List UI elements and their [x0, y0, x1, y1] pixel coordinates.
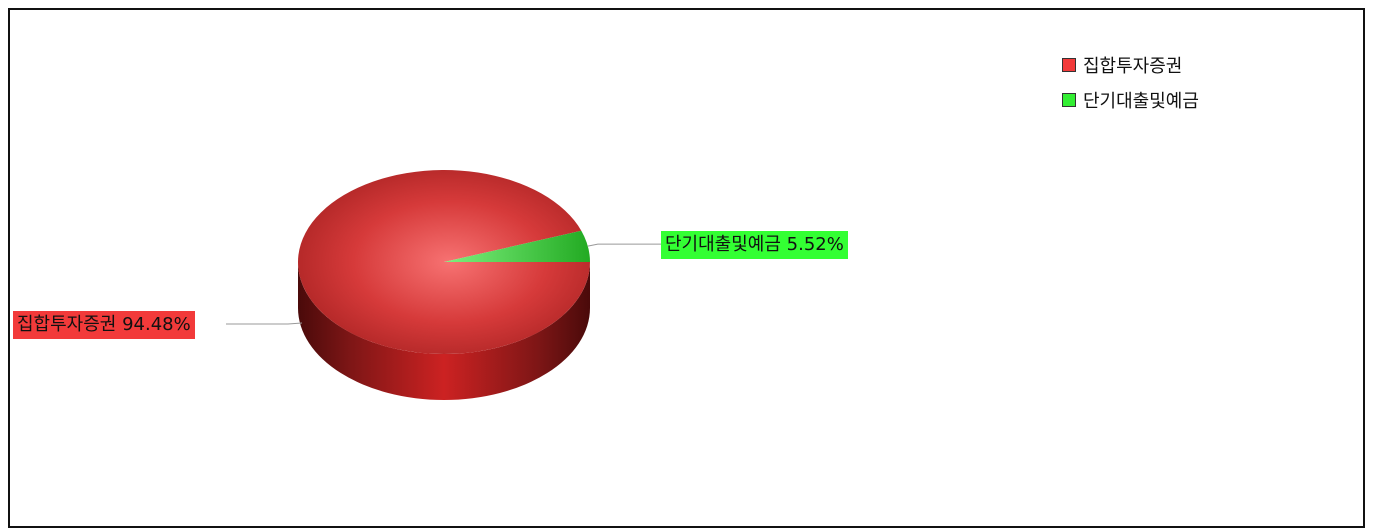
- legend-item-short-term-loans: 단기대출및예금: [1062, 90, 1199, 112]
- data-label-collective-investment: 집합투자증권 94.48%: [13, 311, 195, 339]
- data-label-short-term-loans: 단기대출및예금 5.52%: [661, 231, 848, 259]
- pie-leader-lines: [226, 243, 661, 325]
- pie-sides: [298, 262, 590, 400]
- legend-swatch-short-term-loans: [1062, 93, 1076, 107]
- legend-label: 집합투자증권: [1083, 56, 1183, 77]
- leader-line-short-term-loans: [587, 243, 661, 247]
- legend-item-collective-investment: 집합투자증권: [1062, 55, 1199, 77]
- pie-chart: [226, 169, 661, 400]
- legend: 집합투자증권 단기대출및예금: [1062, 55, 1199, 125]
- pie-side-collective-investment: [298, 262, 590, 400]
- legend-swatch-collective-investment: [1062, 58, 1076, 72]
- leader-line-collective-investment: [226, 322, 303, 325]
- pie-slice-short-term-loans[interactable]: [444, 230, 590, 262]
- pie-tops: [297, 169, 590, 354]
- legend-label: 단기대출및예금: [1083, 91, 1199, 112]
- chart-frame: [8, 8, 1365, 528]
